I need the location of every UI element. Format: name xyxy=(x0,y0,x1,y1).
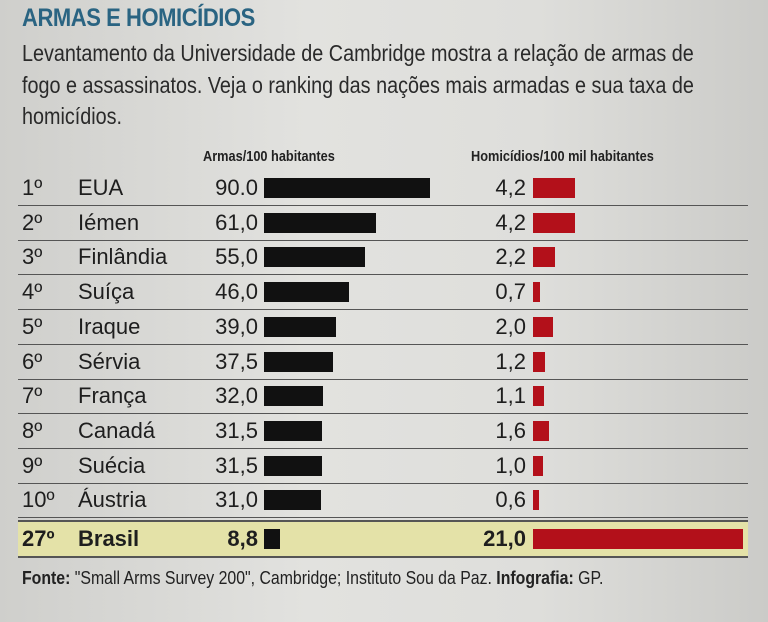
guns-bar xyxy=(264,529,281,549)
table-row: 7º França 32,0 1,1 xyxy=(18,379,748,415)
guns-value-label: 55,0 xyxy=(215,244,258,270)
country-label: EUA xyxy=(78,175,124,200)
rank-label: 1º xyxy=(22,175,43,200)
guns-bar xyxy=(264,420,322,441)
homicides-value-label: 2,2 xyxy=(495,244,526,270)
guns-bar xyxy=(264,282,349,303)
rank-label: 3º xyxy=(22,244,43,270)
country-label: Canadá xyxy=(78,417,156,443)
homicides-value-label: 0,7 xyxy=(495,279,526,305)
guns-value-label: 90.0 xyxy=(215,175,258,200)
homicides-bar xyxy=(533,420,549,441)
rank-label: 27º xyxy=(22,526,55,551)
guns-bar xyxy=(264,455,322,476)
table-row: 2º Iémen 61,0 4,2 xyxy=(18,206,748,241)
homicides-bar xyxy=(533,351,545,372)
rank-label: 10º xyxy=(22,487,55,513)
table-row: 3º Finlândia 55,0 2,2 xyxy=(18,240,748,276)
homicides-value-label: 2,0 xyxy=(495,313,526,339)
table-row: 5º Iraque 39,0 2,0 xyxy=(18,310,748,345)
rank-label: 4º xyxy=(22,279,43,305)
homicides-bar xyxy=(533,455,543,476)
table-row: 1º EUA 90.0 4,2 xyxy=(18,171,748,206)
table-row: 10º Áustria 31,0 0,6 xyxy=(18,483,748,519)
country-label: Suíça xyxy=(78,279,135,305)
homicides-value-label: 1,0 xyxy=(495,452,526,478)
country-label: Brasil xyxy=(78,526,140,551)
homicides-bar xyxy=(533,490,539,511)
homicides-value-label: 21,0 xyxy=(483,526,526,551)
guns-bar xyxy=(264,212,377,233)
guns-value-label: 46,0 xyxy=(215,279,258,305)
table-row: 27º Brasil 8,8 21,0 xyxy=(18,520,748,558)
chart-description: Levantamento da Universidade de Cambridg… xyxy=(22,40,694,129)
country-label: Suécia xyxy=(78,452,146,478)
rank-label: 6º xyxy=(22,348,43,374)
guns-value-label: 37,5 xyxy=(215,348,258,374)
guns-bar xyxy=(264,351,333,372)
country-label: França xyxy=(78,383,147,409)
homicides-bar xyxy=(533,178,575,198)
guns-value-label: 39,0 xyxy=(215,313,258,339)
guns-column-header: Armas/100 habitantes xyxy=(203,148,335,165)
guns-value-label: 31,5 xyxy=(215,452,258,478)
country-label: Áustria xyxy=(78,487,147,513)
rank-label: 8º xyxy=(22,417,43,443)
homicides-value-label: 0,6 xyxy=(495,487,526,513)
chart-title: ARMAS E HOMICÍDIOS xyxy=(22,4,255,32)
rank-label: 9º xyxy=(22,452,43,478)
table-row: 4º Suíça 46,0 0,7 xyxy=(18,275,748,311)
homicides-bar xyxy=(533,386,544,407)
guns-value-label: 61,0 xyxy=(215,209,258,235)
guns-bar xyxy=(264,247,366,268)
guns-bar xyxy=(264,386,323,407)
guns-bar xyxy=(264,178,430,198)
homicides-value-label: 4,2 xyxy=(495,209,526,235)
homicides-bar xyxy=(533,529,743,549)
homicides-column-header: Homicídios/100 mil habitantes xyxy=(471,148,654,165)
footer-source: Fonte: "Small Arms Survey 200", Cambridg… xyxy=(22,568,603,589)
credit-label: Infografia: xyxy=(496,568,574,588)
homicides-bar xyxy=(533,212,575,233)
guns-bar xyxy=(264,316,336,337)
rank-label: 5º xyxy=(22,313,43,339)
guns-value-label: 31,5 xyxy=(215,417,258,443)
source-label: Fonte: xyxy=(22,568,71,588)
guns-value-label: 32,0 xyxy=(215,383,258,409)
country-label: Iraque xyxy=(78,313,141,339)
guns-bar xyxy=(264,490,322,511)
homicides-bar xyxy=(533,316,553,337)
table-row: 6º Sérvia 37,5 1,2 xyxy=(18,345,748,380)
homicides-value-label: 1,1 xyxy=(495,383,526,409)
credit-text: GP. xyxy=(573,568,604,588)
rank-label: 7º xyxy=(22,383,43,409)
homicides-value-label: 4,2 xyxy=(495,175,526,200)
country-label: Iémen xyxy=(78,209,140,235)
guns-value-label: 8,8 xyxy=(227,526,258,551)
table-row: 9º Suécia 31,5 1,0 xyxy=(18,449,748,484)
table-row: 8º Canadá 31,5 1,6 xyxy=(18,414,748,449)
homicides-bar xyxy=(533,247,555,268)
country-label: Sérvia xyxy=(78,348,141,374)
source-text: "Small Arms Survey 200", Cambridge; Inst… xyxy=(70,568,497,588)
guns-value-label: 31,0 xyxy=(215,487,258,513)
rank-label: 2º xyxy=(22,209,43,235)
homicides-value-label: 1,2 xyxy=(495,348,526,374)
homicides-value-label: 1,6 xyxy=(495,417,526,443)
country-label: Finlândia xyxy=(78,244,168,270)
homicides-bar xyxy=(533,282,540,303)
